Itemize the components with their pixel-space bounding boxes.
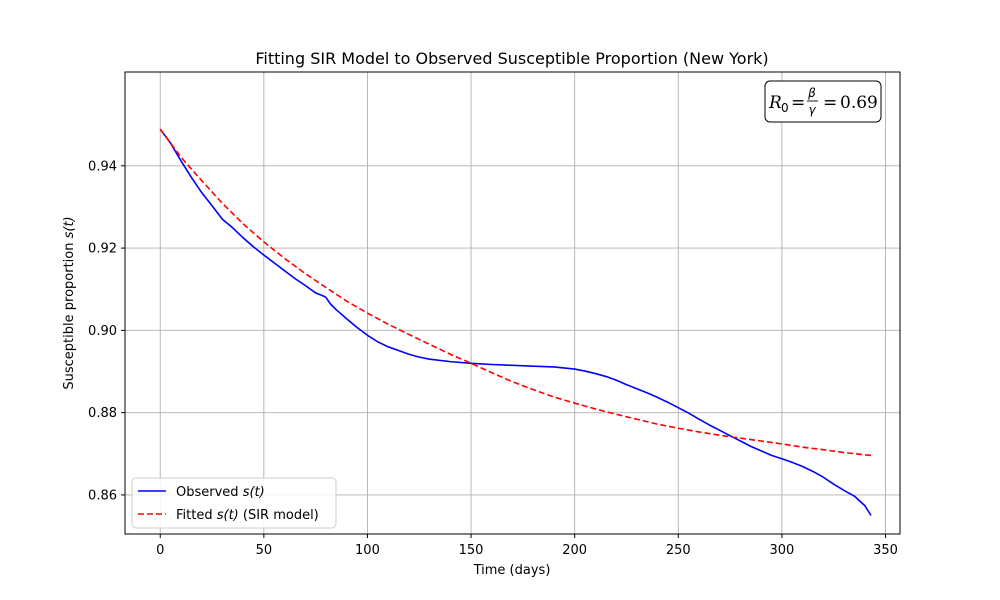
x-axis-label: Time (days) <box>473 563 551 578</box>
x-tick-label: 0 <box>156 543 164 558</box>
plot-frame <box>124 71 901 535</box>
x-tick-label: 150 <box>459 543 484 558</box>
r0-equals-1: = <box>791 93 805 113</box>
fitted-series-line <box>159 128 872 457</box>
x-tick-label: 200 <box>562 543 587 558</box>
legend-label-observed: Observed s(t) <box>176 485 265 500</box>
y-tick-label: 0.90 <box>88 324 117 339</box>
y-axis-label-var: s(t) <box>62 216 77 238</box>
legend-fitted-prefix: Fitted <box>176 508 217 523</box>
r0-annotation-box <box>764 80 882 123</box>
y-tick-label: 0.92 <box>88 242 117 257</box>
r0-value: 0.69 <box>840 93 878 113</box>
x-tick-label: 250 <box>666 543 691 558</box>
x-tick-label: 100 <box>355 543 380 558</box>
legend-fitted-var: s(t) <box>217 508 239 523</box>
y-axis-label-main: Susceptible proportion <box>62 238 77 389</box>
y-tick-label: 0.88 <box>88 406 117 421</box>
series-layer <box>159 128 872 516</box>
r0-equals-2: = <box>823 93 837 113</box>
legend-observed-var: s(t) <box>243 485 265 500</box>
observed-series-line <box>159 128 872 516</box>
x-tick-label: 350 <box>873 543 898 558</box>
x-tick-label: 300 <box>769 543 794 558</box>
legend-observed-prefix: Observed <box>176 485 243 500</box>
r0-frac-numerator: β <box>807 86 816 100</box>
r0-frac-denominator: γ <box>808 103 816 117</box>
axis-ticks: 0 50 100 150 200 250 300 350 0.86 0.88 0.90 0.92 0.9… <box>88 159 898 558</box>
x-tick-label: 50 <box>256 543 273 558</box>
legend: Observed s(t) Fitted s(t) (SIR model) <box>131 477 337 529</box>
legend-box <box>131 477 337 529</box>
chart-title: Fitting SIR Model to Observed Susceptibl… <box>255 49 768 68</box>
r0-subscript: 0 <box>781 101 789 115</box>
y-tick-label: 0.86 <box>88 488 117 503</box>
y-axis-label: Susceptible proportion s(t) <box>62 216 77 389</box>
legend-label-fitted: Fitted s(t) (SIR model) <box>176 508 319 523</box>
r0-annotation: R 0 = β γ = 0.69 <box>764 80 882 123</box>
legend-fitted-suffix: (SIR model) <box>239 508 319 523</box>
y-tick-label: 0.94 <box>88 159 117 174</box>
r0-symbol: R <box>768 93 782 113</box>
